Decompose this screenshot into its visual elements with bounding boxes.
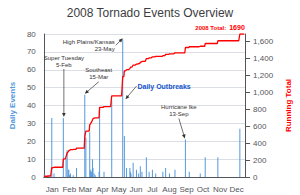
svg-text:2008 Total:: 2008 Total: xyxy=(195,25,226,31)
svg-text:1,200: 1,200 xyxy=(253,71,274,80)
svg-text:Apr: Apr xyxy=(96,185,109,194)
svg-text:Feb: Feb xyxy=(62,185,76,194)
svg-text:Running Total: Running Total xyxy=(284,79,293,132)
svg-text:Jun: Jun xyxy=(129,185,142,194)
svg-text:2008 Tornado Events Overview: 2008 Tornado Events Overview xyxy=(67,6,234,20)
svg-text:Jul: Jul xyxy=(147,185,157,194)
svg-text:70: 70 xyxy=(27,47,36,56)
svg-text:200: 200 xyxy=(253,156,267,165)
svg-text:Hurricane Ike: Hurricane Ike xyxy=(161,104,197,110)
svg-text:60: 60 xyxy=(27,65,36,74)
svg-text:Nov: Nov xyxy=(213,185,227,194)
svg-text:20: 20 xyxy=(27,137,36,146)
svg-text:5-Feb: 5-Feb xyxy=(56,62,72,68)
svg-text:10: 10 xyxy=(27,155,36,164)
svg-text:50: 50 xyxy=(27,83,36,92)
svg-text:1,000: 1,000 xyxy=(253,88,274,97)
svg-text:Jan: Jan xyxy=(46,185,59,194)
svg-text:Oct: Oct xyxy=(197,185,210,194)
svg-text:May: May xyxy=(111,185,126,194)
svg-text:400: 400 xyxy=(253,139,267,148)
svg-text:1690: 1690 xyxy=(229,24,245,31)
svg-text:23-May: 23-May xyxy=(95,46,115,52)
svg-text:Southeast: Southeast xyxy=(85,67,112,73)
svg-text:0: 0 xyxy=(31,173,36,182)
svg-text:13-Sep: 13-Sep xyxy=(169,111,189,117)
svg-text:Daily Outbreaks: Daily Outbreaks xyxy=(137,83,190,91)
svg-text:Super Tuesday: Super Tuesday xyxy=(44,55,84,61)
svg-text:High Plains/Kansas: High Plains/Kansas xyxy=(63,39,115,45)
svg-text:Daily Events: Daily Events xyxy=(8,81,17,129)
svg-text:80: 80 xyxy=(27,30,36,39)
svg-text:Mar: Mar xyxy=(78,185,92,194)
svg-text:600: 600 xyxy=(253,122,267,131)
svg-text:40: 40 xyxy=(27,101,36,110)
svg-text:Sep: Sep xyxy=(179,185,194,194)
svg-text:Dec: Dec xyxy=(229,185,243,194)
svg-text:30: 30 xyxy=(27,119,36,128)
svg-text:0: 0 xyxy=(253,173,258,182)
svg-text:1,400: 1,400 xyxy=(253,54,274,63)
svg-text:1,600: 1,600 xyxy=(253,37,274,46)
svg-text:Aug: Aug xyxy=(162,185,176,194)
svg-text:800: 800 xyxy=(253,105,267,114)
svg-text:15-Mar: 15-Mar xyxy=(89,74,108,80)
